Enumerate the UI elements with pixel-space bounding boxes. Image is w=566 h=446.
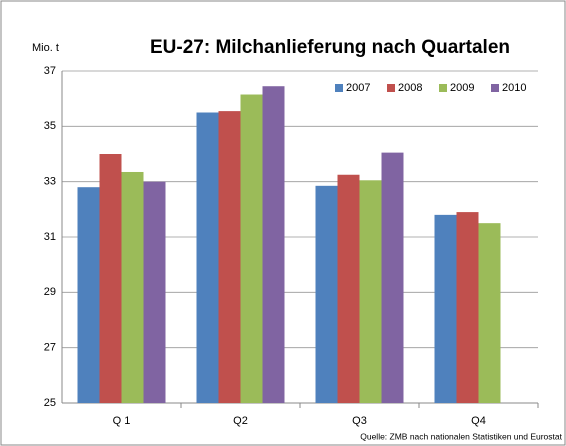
bar: [77, 187, 100, 403]
x-tick-label: Q3: [352, 415, 367, 427]
legend-label: 2009: [450, 82, 474, 94]
y-tick-label: 27: [44, 342, 56, 354]
y-tick-label: 33: [44, 176, 56, 188]
bar: [262, 86, 285, 403]
bar: [121, 171, 144, 403]
bar: [315, 185, 338, 403]
bar: [359, 180, 382, 403]
legend-label: 2007: [346, 82, 370, 94]
bar: [434, 214, 457, 403]
x-tick-label: Q 1: [113, 415, 131, 427]
legend-label: 2008: [398, 82, 422, 94]
y-tick-label: 31: [44, 231, 56, 243]
bar: [143, 181, 166, 403]
bar: [99, 154, 122, 403]
chart-title: EU-27: Milchanlieferung nach Quartalen: [150, 37, 510, 58]
source-note: Quelle: ZMB nach nationalen Statistiken …: [360, 431, 562, 441]
y-axis-label: Mio. t: [32, 42, 59, 54]
bar: [240, 94, 263, 404]
bar: [381, 152, 404, 403]
x-tick-label: Q4: [471, 415, 486, 427]
bar: [196, 112, 219, 403]
legend-swatch: [439, 84, 447, 92]
y-tick-label: 35: [44, 120, 56, 132]
bar: [337, 174, 360, 403]
bar: [218, 111, 241, 403]
legend-label: 2010: [502, 82, 526, 94]
legend-swatch: [335, 84, 343, 92]
y-tick-label: 37: [44, 65, 56, 77]
bar: [478, 223, 501, 403]
y-tick-label: 25: [44, 397, 56, 409]
legend-swatch: [387, 84, 395, 92]
bar: [456, 212, 479, 403]
legend-swatch: [491, 84, 499, 92]
x-tick-label: Q2: [233, 415, 248, 427]
y-tick-label: 29: [44, 286, 56, 298]
